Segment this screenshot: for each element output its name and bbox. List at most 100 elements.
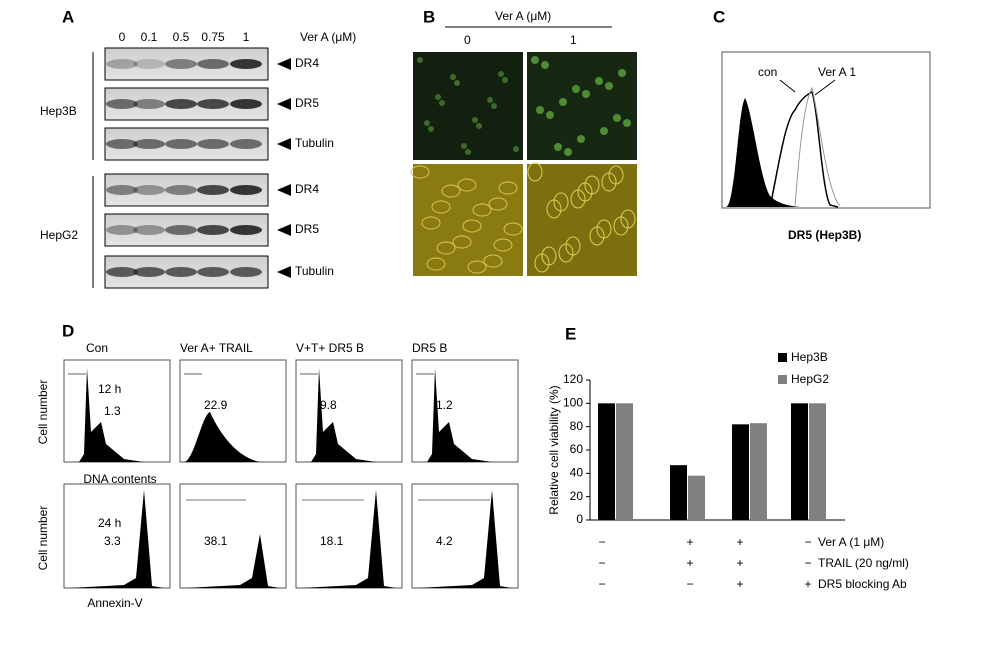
blot-label: Tubulin (295, 136, 334, 150)
percent: 1.3 (104, 404, 121, 418)
dose-unit: Ver A (μM) (495, 9, 551, 23)
cell (582, 90, 590, 98)
dose: 0.5 (173, 30, 190, 44)
cell (572, 85, 580, 93)
band (197, 185, 229, 195)
cell (457, 178, 477, 192)
bar (598, 403, 615, 520)
cell (441, 184, 461, 198)
arrow (277, 224, 291, 236)
histogram (417, 490, 512, 588)
cell (439, 100, 445, 106)
cell (487, 97, 493, 103)
band (133, 267, 165, 277)
blot-label: DR5 (295, 222, 319, 236)
band (165, 59, 197, 69)
y-tick-label: 0 (576, 512, 583, 526)
cell (605, 82, 613, 90)
column-title: Con (86, 341, 108, 355)
cell (595, 77, 603, 85)
cell (541, 246, 557, 266)
time: 12 h (98, 382, 121, 396)
legend-swatch (778, 353, 787, 362)
cell (417, 57, 423, 63)
cell (454, 80, 460, 86)
cell (498, 181, 518, 195)
blot-label: DR4 (295, 182, 319, 196)
dose: 1 (243, 30, 250, 44)
dose: 0 (119, 30, 126, 44)
cell (600, 127, 608, 135)
cell (465, 149, 471, 155)
panel-label: C (713, 7, 725, 26)
band (133, 59, 165, 69)
cell (620, 209, 636, 229)
y-axis-label: Cell number (36, 380, 50, 445)
treated-histogram-2 (794, 86, 841, 208)
histogram (79, 368, 144, 462)
cell (531, 56, 539, 64)
band (197, 267, 229, 277)
cell (577, 135, 585, 143)
pointer (779, 79, 836, 96)
band (106, 225, 138, 235)
arrow (277, 98, 291, 110)
cell (476, 123, 482, 129)
cell (410, 165, 430, 179)
sign: + (736, 556, 743, 570)
dose: 0.1 (141, 30, 158, 44)
percent: 3.3 (104, 534, 121, 548)
cell (608, 165, 624, 185)
band (197, 99, 229, 109)
cell (462, 219, 482, 233)
cell (596, 219, 612, 239)
legend-con: con (758, 65, 777, 79)
band (106, 139, 138, 149)
dose: 0 (464, 33, 471, 47)
band (106, 267, 138, 277)
histogram (301, 490, 396, 588)
percent: 4.2 (436, 534, 453, 548)
x-axis-label: DR5 (Hep3B) (788, 228, 861, 242)
sign: + (686, 535, 693, 549)
panel-label: B (423, 7, 435, 26)
cell (584, 175, 600, 195)
band (230, 225, 262, 235)
sign: − (686, 577, 693, 591)
bar (791, 403, 808, 520)
cell (503, 222, 523, 236)
dose: 1 (570, 33, 577, 47)
cell (426, 257, 446, 271)
band (106, 185, 138, 195)
cell (436, 241, 456, 255)
y-axis-label: Cell number (36, 506, 50, 571)
cell (428, 126, 434, 132)
cell (491, 103, 497, 109)
cell (467, 260, 487, 274)
y-tick-label: 80 (570, 419, 584, 433)
histogram (311, 368, 376, 462)
cell (546, 111, 554, 119)
band (133, 139, 165, 149)
cell (435, 94, 441, 100)
sign: + (736, 577, 743, 591)
band (165, 99, 197, 109)
cell (618, 69, 626, 77)
percent: 18.1 (320, 534, 344, 548)
sign: + (686, 556, 693, 570)
cell (488, 197, 508, 211)
legend-treated: Ver A 1 (818, 65, 856, 79)
bar (688, 475, 705, 520)
histogram (185, 412, 260, 462)
cell-line: HepG2 (40, 228, 78, 242)
band (230, 267, 262, 277)
band (197, 225, 229, 235)
y-tick-label: 40 (570, 466, 584, 480)
sign: − (804, 556, 811, 570)
cell (553, 192, 569, 212)
band (230, 99, 262, 109)
band (165, 225, 197, 235)
cell (431, 200, 451, 214)
percent: 22.9 (204, 398, 228, 412)
